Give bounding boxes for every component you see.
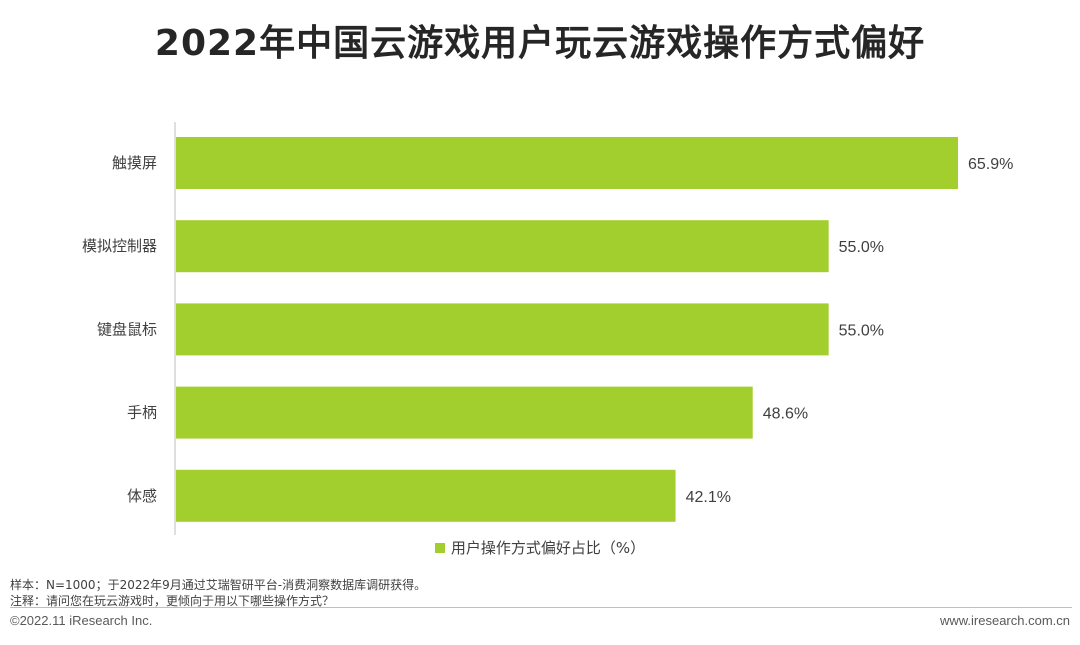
value-label: 48.6% — [763, 406, 808, 423]
category-label: 体感 — [127, 487, 157, 505]
bar — [176, 303, 829, 356]
legend-swatch — [434, 543, 445, 553]
legend: 用户操作方式偏好占比（%） — [0, 537, 1080, 558]
category-label: 模拟控制器 — [82, 237, 157, 255]
bar — [176, 469, 676, 522]
sample-note: 样本：N=1000；于2022年9月通过艾瑞智研平台-消费洞察数据库调研获得。 — [10, 578, 427, 592]
value-label: 42.1% — [686, 489, 731, 506]
bar — [176, 386, 753, 439]
bar — [176, 220, 829, 273]
bar-chart: 触摸屏 65.9% 模拟控制器 55.0% 键盘鼠标 55.0% 手柄 48.6% 体感 42.1… — [82, 122, 1013, 535]
remark-note: 注释：请问您在玩云游戏时，更倾向于用以下哪些操作方式？ — [10, 594, 335, 608]
value-label: 55.0% — [839, 322, 884, 339]
bar — [176, 137, 958, 189]
copyright: ©2022.11 iResearch Inc. — [10, 613, 153, 628]
chart-title: 2022年中国云游戏用户玩云游戏操作方式偏好 — [154, 23, 926, 64]
value-label: 65.9% — [968, 156, 1013, 173]
category-label: 手柄 — [127, 404, 157, 422]
legend-label: 用户操作方式偏好占比（%） — [450, 539, 646, 557]
category-label: 触摸屏 — [112, 154, 157, 172]
website-link[interactable]: www.iresearch.com.cn — [939, 613, 1070, 628]
footer-divider — [10, 607, 1072, 608]
category-label: 键盘鼠标 — [97, 320, 157, 338]
value-label: 55.0% — [839, 239, 884, 256]
